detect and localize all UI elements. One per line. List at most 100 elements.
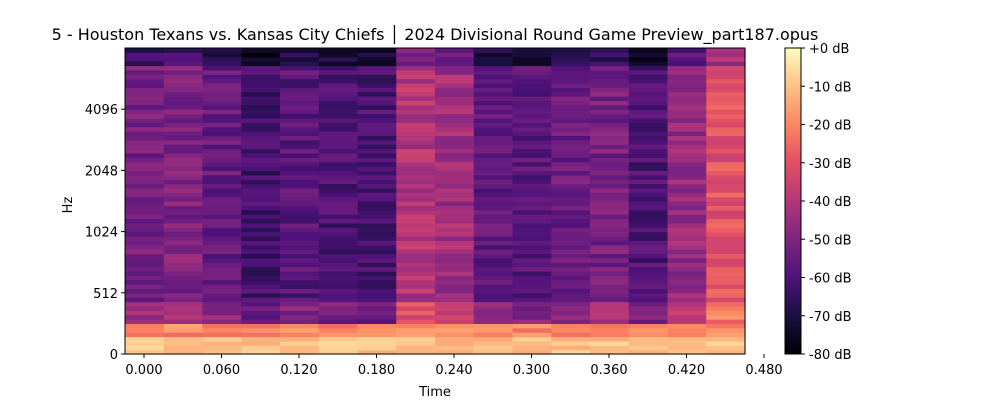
heatmap-cell [551, 65, 591, 71]
heatmap-cell [706, 345, 746, 351]
x-axis-label: Time [418, 385, 451, 400]
heatmap-cell [241, 218, 281, 224]
heatmap-cell [590, 48, 630, 53]
colorbar-tick-label: -70 dB [809, 310, 852, 325]
heatmap-cell [125, 91, 165, 97]
heatmap-cell [357, 74, 397, 80]
heatmap-cell [280, 117, 320, 123]
heatmap-cell [590, 305, 630, 311]
heatmap-cell [473, 87, 514, 93]
heatmap-cell [396, 126, 436, 132]
heatmap-cell [202, 74, 242, 80]
heatmap-cell [280, 192, 320, 198]
heatmap-cell [551, 174, 591, 180]
heatmap-cell [706, 61, 746, 67]
heatmap-cell [280, 266, 320, 272]
heatmap-cell [590, 244, 630, 250]
heatmap-cell [318, 48, 359, 53]
heatmap-cell [318, 113, 359, 119]
heatmap-cell [512, 336, 552, 342]
heatmap-cell [512, 113, 552, 119]
heatmap-cell [706, 91, 746, 97]
heatmap-cell [667, 78, 707, 84]
heatmap-cell [318, 122, 359, 128]
heatmap-cell [590, 78, 630, 84]
heatmap-cell [241, 292, 281, 298]
heatmap-cell [125, 100, 165, 106]
heatmap-cell [706, 292, 746, 298]
heatmap-cell [473, 336, 514, 342]
heatmap-cell [202, 319, 242, 324]
heatmap-cell [280, 48, 320, 53]
heatmap-cell [163, 292, 204, 298]
heatmap-cell [435, 161, 475, 167]
heatmap-cell [318, 284, 359, 290]
heatmap-cell [628, 152, 669, 158]
heatmap-cell [396, 266, 436, 272]
heatmap-cell [512, 170, 552, 176]
heatmap-cell [241, 305, 281, 311]
heatmap-cell [706, 222, 746, 228]
heatmap-cell [280, 74, 320, 80]
heatmap-cell [202, 56, 242, 62]
x-tick-label: 0.420 [668, 363, 705, 378]
heatmap-cell [435, 214, 475, 220]
heatmap-cell [280, 319, 320, 324]
heatmap-cell [163, 319, 204, 324]
heatmap-cell [202, 336, 242, 342]
heatmap-cell [241, 262, 281, 268]
heatmap-cell [318, 109, 359, 115]
heatmap-cell [163, 166, 204, 171]
heatmap-cell [396, 292, 436, 298]
heatmap-cell [667, 301, 707, 307]
heatmap-cell [590, 113, 630, 119]
heatmap-cell [163, 253, 204, 259]
heatmap-cell [435, 201, 475, 206]
heatmap-cell [241, 196, 281, 202]
heatmap-cell [590, 253, 630, 259]
heatmap-cell [667, 148, 707, 154]
heatmap-cell [551, 266, 591, 272]
heatmap-cell [241, 48, 281, 53]
heatmap-cell [628, 65, 669, 71]
heatmap-cell [357, 340, 397, 346]
heatmap-cell [473, 131, 514, 137]
heatmap-cell [590, 297, 630, 303]
heatmap-cell [163, 332, 204, 338]
heatmap-cell [473, 345, 514, 351]
heatmap-cell [628, 209, 669, 215]
heatmap-cell [318, 257, 359, 263]
heatmap-cell [706, 52, 746, 58]
heatmap-cell [435, 100, 475, 106]
heatmap-cell [590, 61, 630, 67]
heatmap-cell [318, 205, 359, 211]
heatmap-cell [396, 218, 436, 224]
heatmap-cell [551, 91, 591, 97]
heatmap-cell [396, 170, 436, 176]
heatmap-cell [202, 152, 242, 158]
heatmap-cell [512, 126, 552, 132]
heatmap-cell [396, 74, 436, 80]
heatmap-cell [280, 52, 320, 58]
heatmap-cell [396, 148, 436, 154]
heatmap-cell [473, 126, 514, 132]
heatmap-cell [590, 56, 630, 62]
heatmap-cell [667, 310, 707, 316]
heatmap-cell [706, 270, 746, 276]
heatmap-cell [435, 52, 475, 58]
heatmap-cell [628, 135, 669, 141]
heatmap-cell [318, 336, 359, 342]
heatmap-cell [280, 109, 320, 115]
heatmap-cell [125, 161, 165, 167]
heatmap-cell [396, 69, 436, 75]
heatmap-cell [435, 157, 475, 163]
heatmap-cell [163, 205, 204, 211]
heatmap-cell [163, 214, 204, 220]
heatmap-cell [590, 327, 630, 333]
heatmap-cell [628, 327, 669, 333]
heatmap-cell [241, 222, 281, 228]
heatmap-cell [706, 170, 746, 176]
heatmap-cell [280, 139, 320, 145]
heatmap-cell [706, 249, 746, 255]
x-tick-label: 0.300 [513, 363, 550, 378]
